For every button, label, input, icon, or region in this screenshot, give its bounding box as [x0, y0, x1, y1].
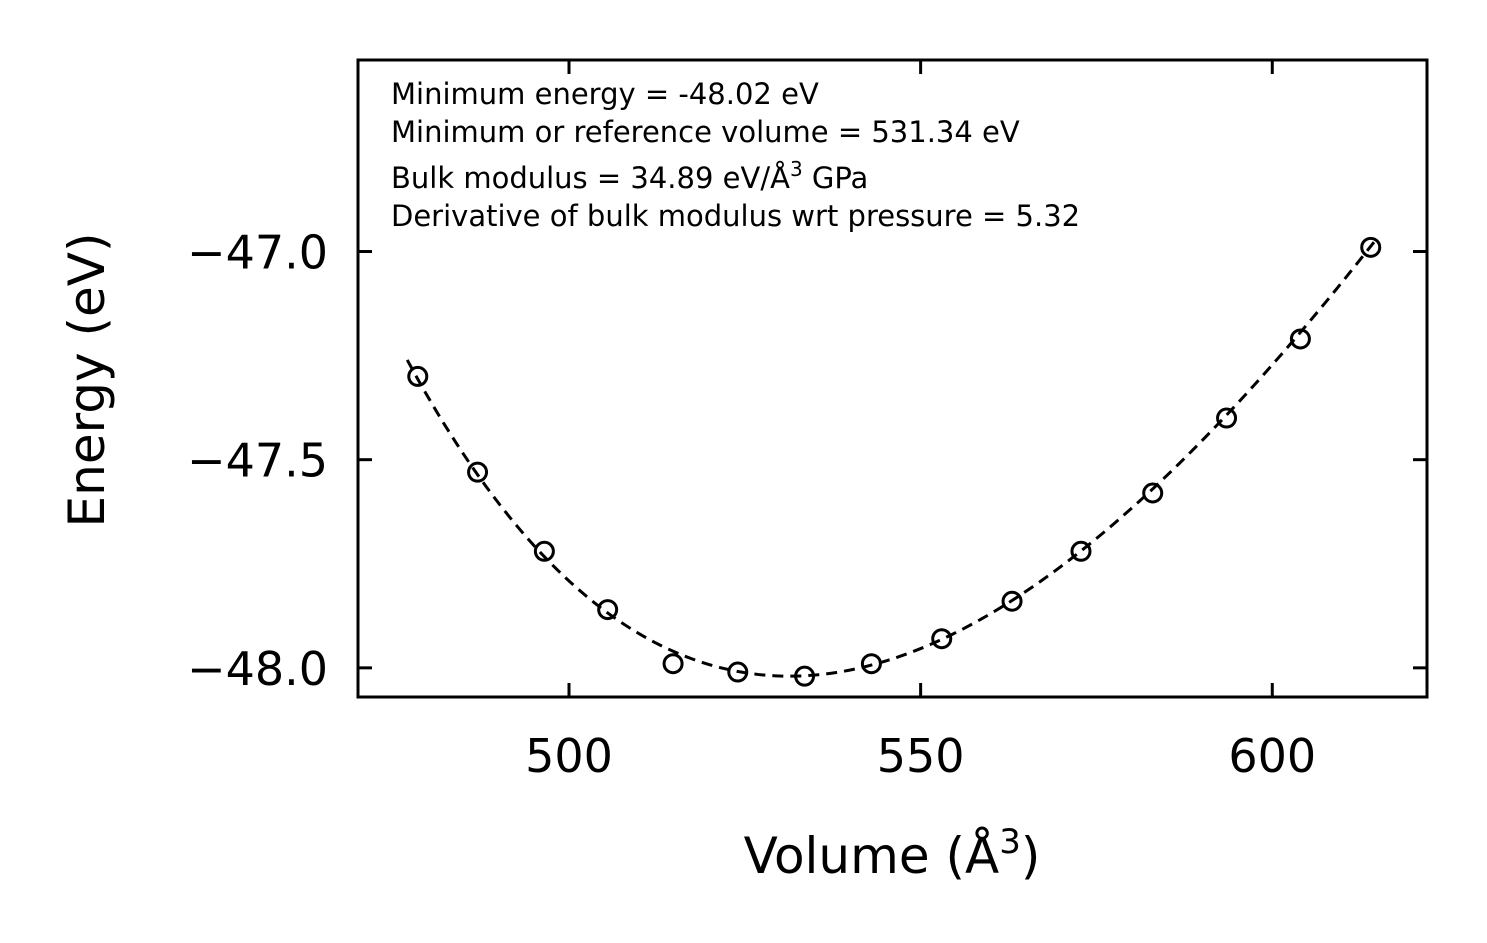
annotation-bulk-modulus-tail: GPa: [803, 161, 869, 195]
data-point: [1289, 328, 1311, 350]
data-point: [1216, 407, 1238, 429]
annotation-bulk-modulus: Bulk modulus = 34.89 eV/Å3 GPa: [391, 157, 868, 195]
data-point: [1001, 590, 1023, 612]
y-tick-label: −47.0: [187, 226, 328, 280]
data-point: [1070, 540, 1092, 562]
data-point: [1360, 236, 1382, 258]
data-point: [662, 653, 684, 675]
data-point: [727, 661, 749, 683]
x-axis-label-close: ): [1021, 827, 1041, 885]
data-point: [597, 599, 619, 621]
x-tick-label: 550: [877, 729, 965, 783]
x-axis-label-sup: 3: [999, 822, 1021, 862]
tick-labels-layer: 500 550 600 −47.0 −47.5 −48.0: [187, 226, 1316, 783]
annotation-bulk-modulus-sup: 3: [790, 157, 803, 181]
annotation-bulk-derivative: Derivative of bulk modulus wrt pressure …: [391, 199, 1080, 233]
x-tick-label: 600: [1228, 729, 1316, 783]
data-point: [407, 365, 429, 387]
fit-curve: [405, 240, 1376, 678]
y-tick-label: −48.0: [187, 642, 328, 696]
annotation-block: Minimum energy = -48.02 eV Minimum or re…: [391, 77, 1080, 233]
x-tick-label: 500: [525, 729, 613, 783]
annotation-min-energy: Minimum energy = -48.02 eV: [391, 77, 819, 111]
y-tick-label: −47.5: [187, 434, 328, 488]
data-point: [467, 461, 489, 483]
plot-frame: [356, 58, 1429, 699]
data-point: [931, 628, 953, 650]
x-axis-label: Volume (Å3): [744, 822, 1041, 885]
annotation-bulk-modulus-main: Bulk modulus = 34.89 eV/Å: [391, 161, 790, 195]
data-point: [533, 540, 555, 562]
data-point: [1142, 482, 1164, 504]
annotation-min-volume: Minimum or reference volume = 531.34 eV: [391, 115, 1020, 149]
ticks-layer: [358, 60, 1427, 697]
data-points: [407, 236, 1382, 687]
data-point: [860, 653, 882, 675]
y-axis-label: Energy (eV): [58, 233, 116, 528]
data-point: [794, 665, 816, 687]
x-axis-label-main: Volume (Å: [744, 827, 1000, 885]
